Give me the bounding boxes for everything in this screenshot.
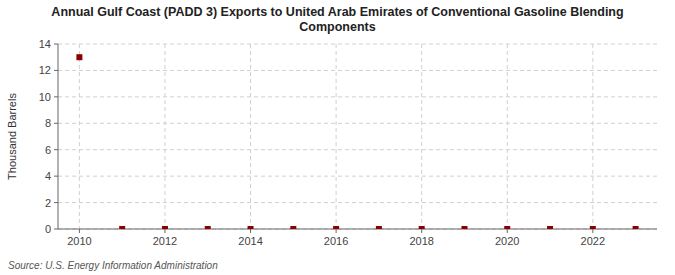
grid-line [58,44,657,45]
point [376,226,382,229]
grid-line [58,149,657,150]
tick-mark [421,229,422,233]
tick-mark [54,202,58,203]
tick-label: 0 [45,223,51,235]
grid-line [79,44,80,229]
point [76,54,82,60]
grid [58,44,657,229]
grid-line [58,202,657,203]
grid-line [164,44,165,229]
grid-line [58,229,657,230]
point [547,226,553,229]
tick-label: 2022 [581,235,605,247]
point [290,226,296,229]
grid-line [250,44,251,229]
point [333,226,339,229]
point [504,226,510,229]
tick-label: 2012 [153,235,177,247]
tick-label: 10 [39,91,51,103]
points [76,54,638,229]
tick-label: 2 [45,197,51,209]
chart: Annual Gulf Coast (PADD 3) Exports to Un… [0,0,675,275]
tick-mark [164,229,165,233]
grid-line [58,176,657,177]
tick-mark [54,44,58,45]
grid-line [58,123,657,124]
tick-label: 2020 [495,235,519,247]
x-axis-line [58,229,657,230]
tick-mark [250,229,251,233]
tick-mark [54,96,58,97]
tick-label: 8 [45,117,51,129]
point [162,226,168,229]
tick-label: 12 [39,64,51,76]
point [205,226,211,229]
tick-mark [592,229,593,233]
grid-line [592,44,593,229]
tick-label: 2014 [238,235,262,247]
tick-label: 2010 [67,235,91,247]
tick-mark [336,229,337,233]
tick-label: 14 [39,38,51,50]
grid-line [421,44,422,229]
axes: 0 2 4 6 8 10 12 14 2010 2012 2014 2016 2018 2020 2022 [39,38,657,247]
point [633,226,639,229]
grid-line [58,96,657,97]
tick-mark [54,70,58,71]
point [419,226,425,229]
point [461,226,467,229]
source: Source: U.S. Energy Information Administ… [8,260,218,271]
tick-mark [79,229,80,233]
tick-mark [54,229,58,230]
grid-line [58,70,657,71]
point [248,226,254,229]
tick-label: 4 [45,170,51,182]
grid-line [507,44,508,229]
tick-mark [54,149,58,150]
tick-label: 6 [45,144,51,156]
y-axis-label: Thousand Barrels [6,93,18,180]
point [119,226,125,229]
tick-label: 2018 [409,235,433,247]
tick-mark [507,229,508,233]
point [590,226,596,229]
tick-mark [54,123,58,124]
tick-label: 2016 [324,235,348,247]
y-axis-line [58,44,59,229]
grid-line [336,44,337,229]
title: Annual Gulf Coast (PADD 3) Exports to Un… [51,5,623,34]
tick-mark [54,176,58,177]
